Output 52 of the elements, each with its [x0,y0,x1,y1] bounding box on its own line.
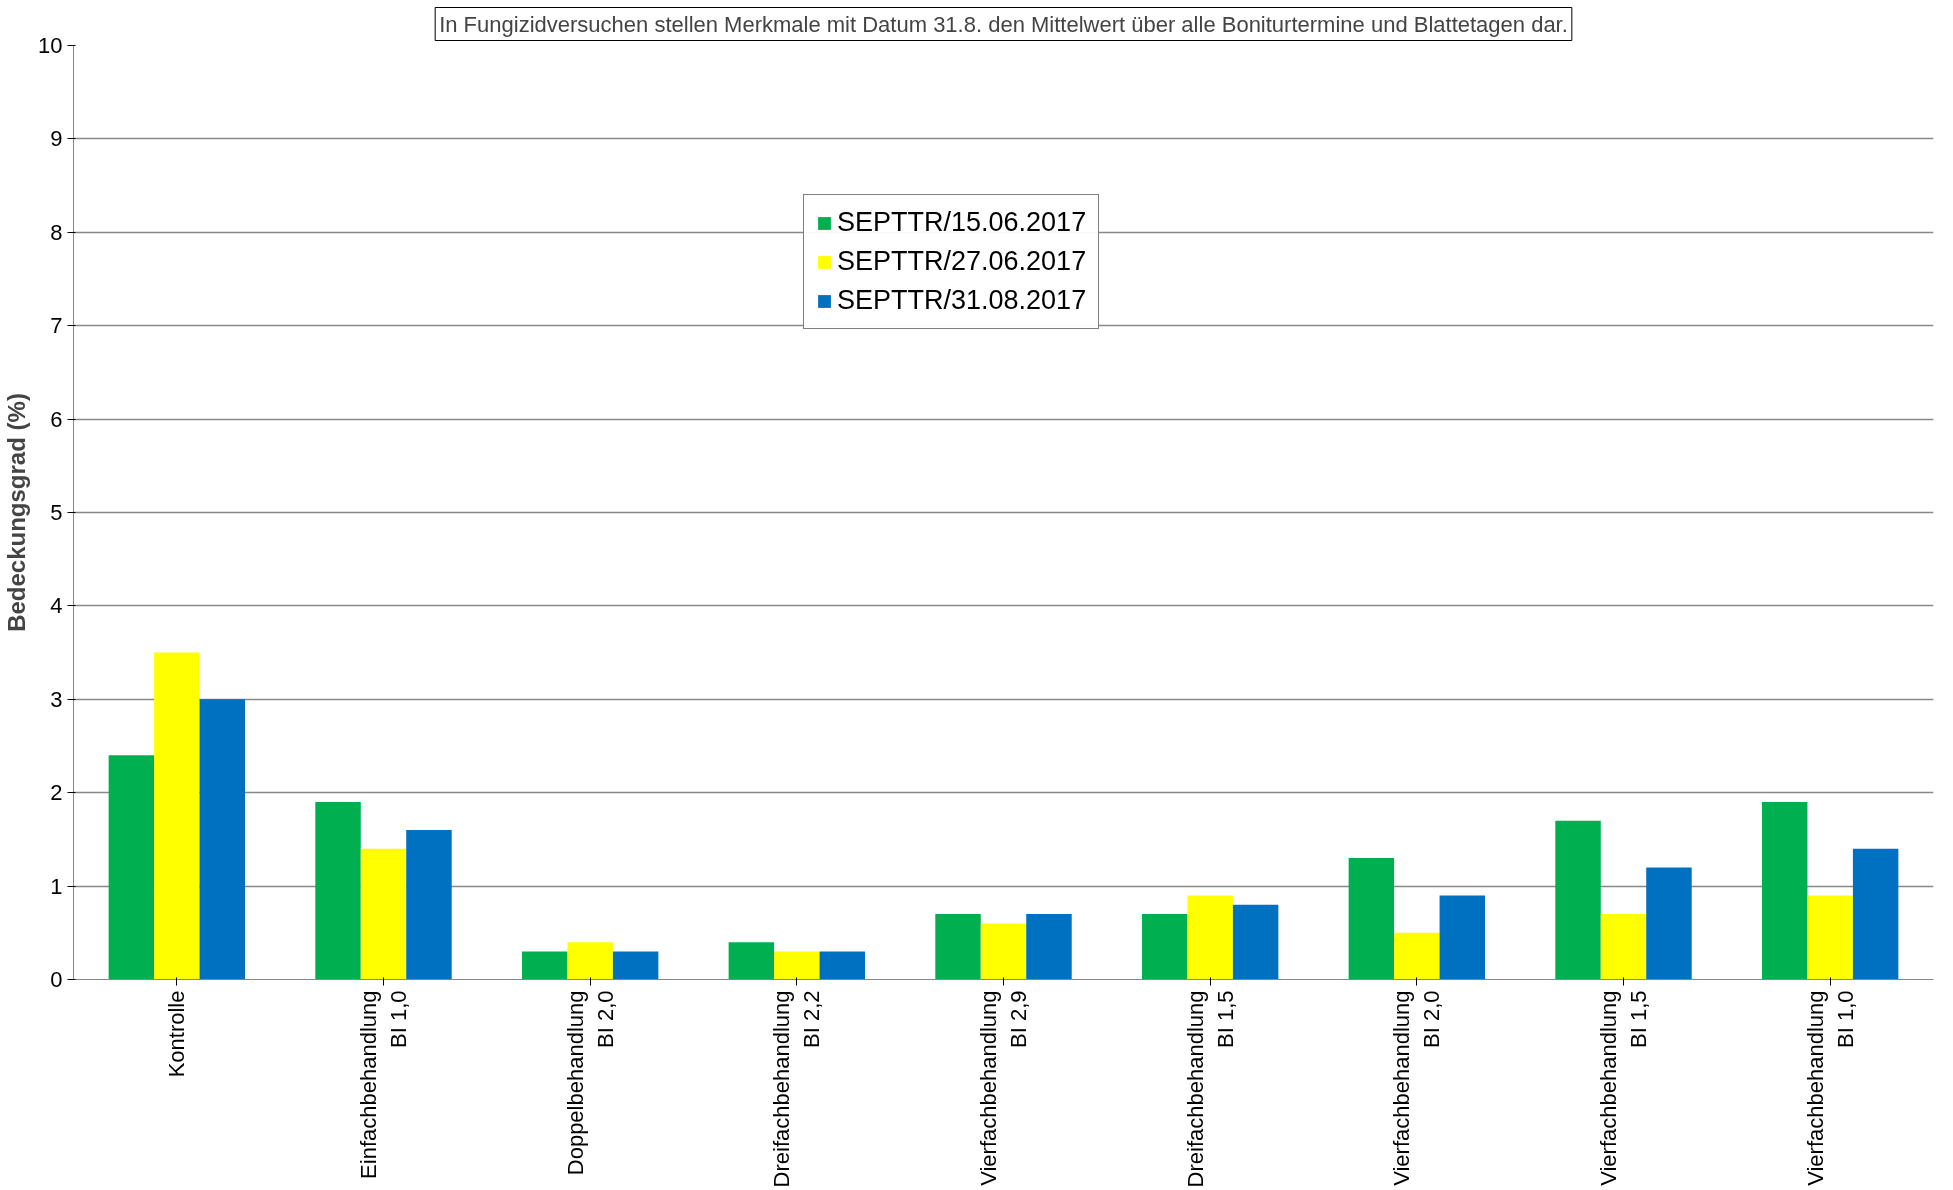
bar [1141,914,1188,980]
y-tick-label: 6 [50,406,63,432]
bar [1232,904,1279,980]
bar [521,951,568,980]
bar [1761,802,1808,980]
bar [406,830,452,980]
y-tick-label: 5 [50,500,63,525]
bar [360,848,407,980]
y-tick-label: 3 [50,686,63,712]
bar [728,942,775,980]
legend-label: SEPTTR/15.06.2017 [837,207,1087,238]
bar [1600,914,1647,980]
y-tick-label: 2 [50,780,63,806]
bar [154,652,200,980]
x-tick-label: Vierfachbehandlung BI 1,0 [1802,990,1858,1186]
bar [199,699,246,980]
bar [1187,895,1233,980]
y-tick-label: 10 [38,33,63,58]
bar [315,802,361,980]
y-tick-label: 1 [50,873,63,899]
x-tick-label: Dreifachbehandlung BI 2,2 [769,990,825,1188]
bar [935,914,981,980]
y-tick-label: 7 [50,313,63,339]
bar [1026,914,1072,980]
text: In Fungizidversuchen stellen Merkmale mit Datum 31.8. den Mittelwert über alle Boniturtermine und Blattetagen dar. [439,11,1568,37]
bar [1348,858,1395,980]
bar [108,755,155,980]
x-tick-label: Kontrolle [164,990,190,1078]
bar [567,942,613,980]
x-tick-label: Vierfachbehandlung BI 2,9 [976,990,1031,1186]
bar [1852,848,1899,980]
bar [774,951,820,980]
bar [1646,867,1692,980]
bar [1555,820,1601,980]
x-tick-label: Einfachbehandlung BI 1,0 [356,990,411,1179]
legend-label: SEPTTR/27.06.2017 [837,246,1087,277]
x-tick-label: Vierfachbehandlung BI 1,5 [1596,990,1651,1186]
y-tick-label: 0 [50,967,63,992]
x-tick-label: Vierfachbehandlung BI 2,0 [1389,990,1445,1186]
y-tick-label: 8 [50,219,63,245]
bar [612,951,659,980]
bar [980,923,1027,980]
y-axis-title: Bedeckungsgrad (%) [3,393,31,632]
y-tick-label: 4 [50,593,63,619]
legend-label: SEPTTR/31.08.2017 [837,285,1087,316]
bar [1807,895,1853,980]
x-tick-label: Doppelbehandlung BI 2,0 [562,990,618,1176]
bar [819,951,866,980]
bar [1439,895,1486,980]
y-tick-label: 9 [50,126,63,152]
x-tick-label: Dreifachbehandlung BI 1,5 [1182,990,1238,1188]
bar [1394,932,1440,980]
